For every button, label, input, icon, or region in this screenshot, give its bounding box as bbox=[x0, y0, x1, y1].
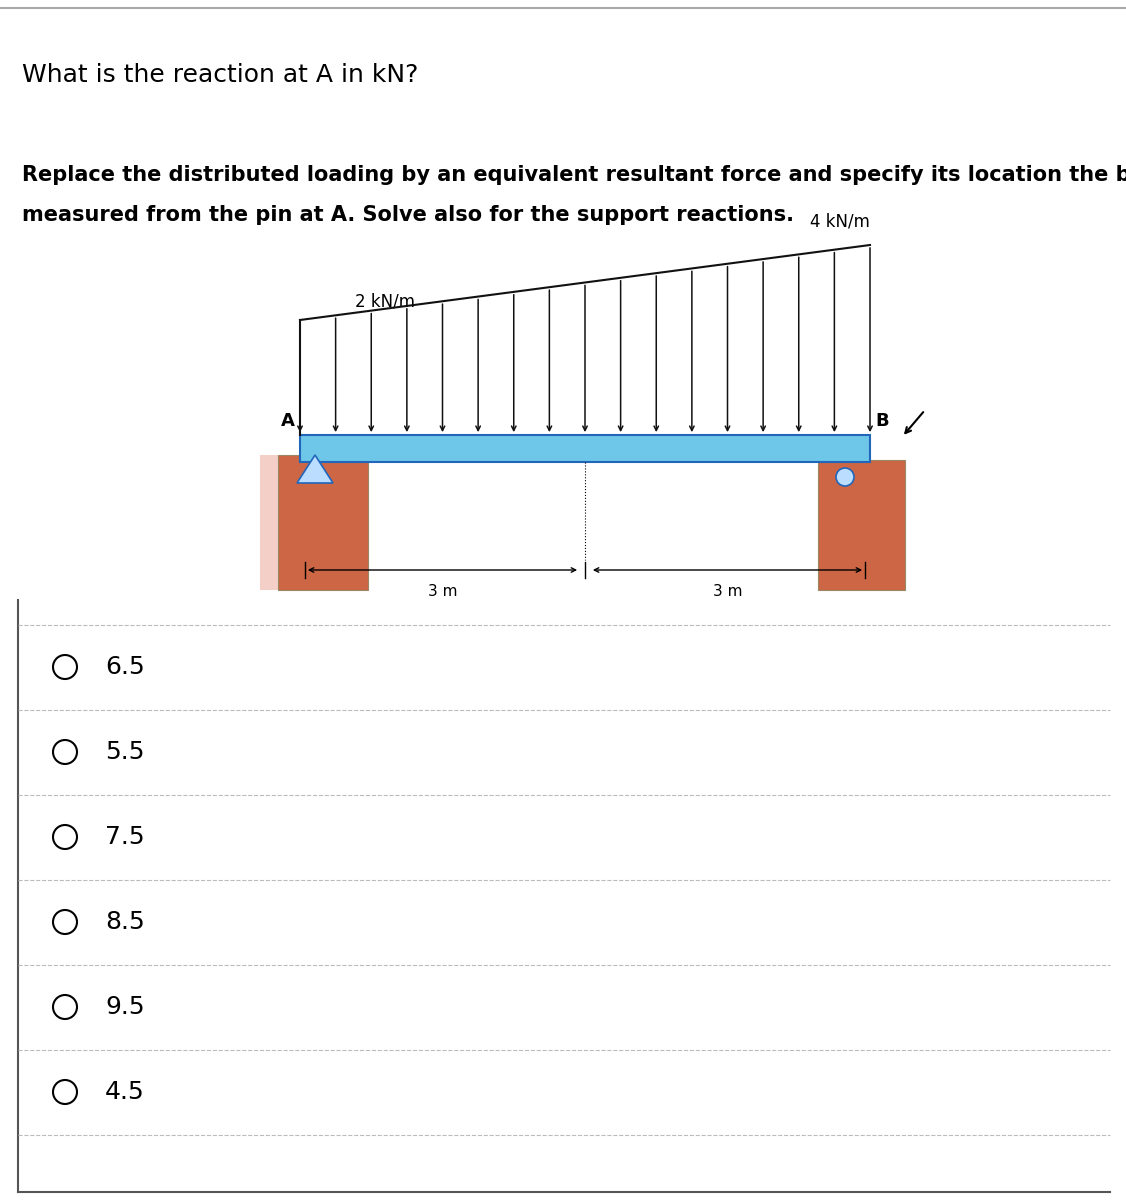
Bar bbox=[278, 455, 368, 590]
Text: 4.5: 4.5 bbox=[105, 1080, 145, 1104]
Text: measured from the pin at A. Solve also for the support reactions.: measured from the pin at A. Solve also f… bbox=[23, 205, 794, 226]
Text: 5.5: 5.5 bbox=[105, 740, 144, 764]
Circle shape bbox=[53, 740, 77, 764]
Text: What is the reaction at A in kN?: What is the reaction at A in kN? bbox=[23, 62, 419, 86]
Circle shape bbox=[53, 826, 77, 850]
Circle shape bbox=[835, 468, 854, 486]
Text: 2 kN/m: 2 kN/m bbox=[355, 292, 415, 310]
Bar bbox=[260, 455, 280, 590]
Text: 6.5: 6.5 bbox=[105, 655, 145, 679]
Text: 3 m: 3 m bbox=[713, 584, 742, 599]
Circle shape bbox=[53, 655, 77, 679]
Polygon shape bbox=[297, 455, 333, 482]
Bar bbox=[300, 434, 870, 462]
Text: 8.5: 8.5 bbox=[105, 910, 145, 934]
Text: 3 m: 3 m bbox=[428, 584, 457, 599]
Text: B: B bbox=[875, 412, 888, 430]
Circle shape bbox=[53, 910, 77, 934]
Text: Replace the distributed loading by an equivalent resultant force and specify its: Replace the distributed loading by an eq… bbox=[23, 164, 1126, 185]
Text: A: A bbox=[282, 412, 295, 430]
Circle shape bbox=[53, 995, 77, 1019]
Circle shape bbox=[53, 1080, 77, 1104]
Bar bbox=[817, 460, 905, 590]
Text: 4 kN/m: 4 kN/m bbox=[810, 212, 870, 230]
Text: 7.5: 7.5 bbox=[105, 826, 144, 850]
Text: 9.5: 9.5 bbox=[105, 995, 144, 1019]
